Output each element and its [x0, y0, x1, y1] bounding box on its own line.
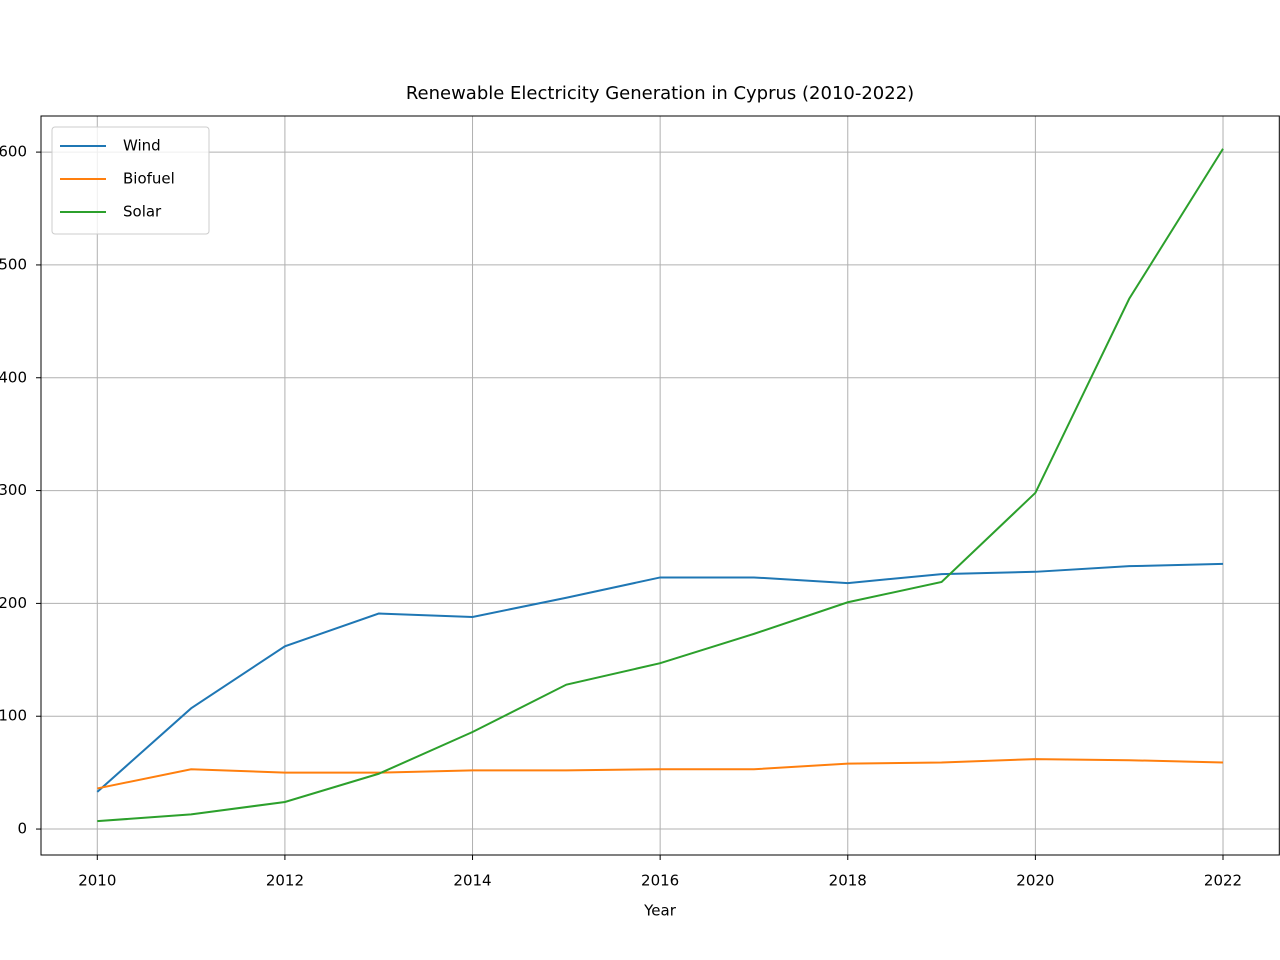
x-tick-label: 2016: [641, 872, 679, 890]
x-tick-label: 2020: [1016, 872, 1054, 890]
x-tick-label: 2014: [453, 872, 491, 890]
x-tick-label: 2018: [829, 872, 867, 890]
line-series: [97, 148, 1224, 823]
x-axis-label: Year: [643, 902, 677, 920]
x-tick-label: 2012: [266, 872, 304, 890]
legend-label: Biofuel: [123, 170, 175, 188]
y-tick-label: 0: [17, 820, 27, 838]
y-tick-label: 600: [0, 143, 27, 161]
x-tick-label: 2010: [78, 872, 116, 890]
line-series: [97, 758, 1224, 790]
y-tick-label: 300: [0, 481, 27, 499]
y-tick-label: 200: [0, 594, 27, 612]
chart-title: Renewable Electricity Generation in Cypr…: [406, 83, 914, 104]
legend-label: Solar: [123, 203, 162, 221]
y-tick-label: 400: [0, 368, 27, 386]
y-tick-label: 100: [0, 707, 27, 725]
line-series: [96, 562, 1224, 793]
plot-frame: [40, 115, 1280, 856]
legend: Wind Biofuel Solar: [51, 126, 210, 235]
y-tick-label: 500: [0, 255, 27, 273]
legend-box: [51, 126, 210, 235]
x-tick-label: 2022: [1204, 872, 1242, 890]
legend-label: Wind: [123, 137, 161, 155]
